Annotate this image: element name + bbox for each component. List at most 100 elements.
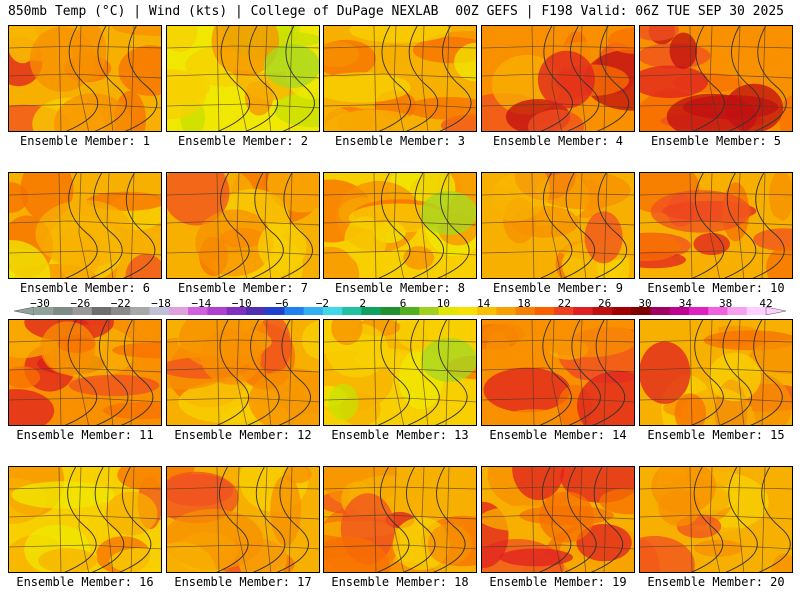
colorbar-tick-label: 30 <box>638 297 652 310</box>
colorbar-tick-label: −6 <box>275 297 289 310</box>
colorbar-right-arrow <box>765 306 787 316</box>
temperature-field <box>640 173 792 278</box>
run-valid-time: 00Z GEFS | F198 Valid: 06Z TUE SEP 30 20… <box>455 4 784 19</box>
ensemble-member-label: Ensemble Member: 16 <box>16 575 154 589</box>
temperature-field <box>324 320 476 425</box>
member-map-panel <box>166 25 320 132</box>
colorbar-swatch <box>265 307 285 315</box>
member-map-panel <box>8 319 162 426</box>
temperature-field <box>324 26 476 131</box>
colorbar-swatch <box>207 307 228 315</box>
colorbar-swatch <box>72 307 93 315</box>
member-map-panel <box>8 172 162 279</box>
colorbar-tick-label: −18 <box>151 297 171 310</box>
colorbar-swatch <box>496 307 517 315</box>
colorbar-swatch <box>342 307 362 315</box>
temperature-field <box>640 467 792 572</box>
ensemble-member-label: Ensemble Member: 6 <box>19 281 151 295</box>
ensemble-member-label: Ensemble Member: 7 <box>177 281 309 295</box>
ensemble-member-label: Ensemble Member: 8 <box>334 281 466 295</box>
temperature-field <box>482 26 634 131</box>
member-map-panel <box>481 172 635 279</box>
colorbar-tick-label: 6 <box>399 297 407 310</box>
colorbar-swatch <box>727 307 748 315</box>
member-map-panel <box>166 319 320 426</box>
colorbar-swatch <box>130 307 151 315</box>
colorbar-swatch <box>708 307 728 315</box>
colorbar-swatch <box>303 307 324 315</box>
colorbar-swatch <box>592 307 613 315</box>
colorbar-swatch <box>400 307 420 315</box>
member-map-panel <box>8 466 162 573</box>
member-map-panel <box>639 172 793 279</box>
colorbar-swatch <box>111 307 131 315</box>
colorbar-tick-label: −26 <box>70 297 91 310</box>
ensemble-member-label: Ensemble Member: 9 <box>492 281 624 295</box>
temperature-field <box>9 26 161 131</box>
member-map-panel <box>639 25 793 132</box>
member-map-panel <box>481 25 635 132</box>
member-map-panel <box>323 466 477 573</box>
ensemble-member-label: Ensemble Member: 18 <box>331 575 469 589</box>
colorbar-swatch <box>573 307 594 315</box>
ensemble-member-label: Ensemble Member: 15 <box>647 428 785 442</box>
colorbar-tick-label: 14 <box>477 297 491 310</box>
colorbar-tick-label: 10 <box>436 297 450 310</box>
colorbar-swatch <box>438 307 459 315</box>
temperature-colorbar <box>13 306 787 316</box>
colorbar-swatch <box>457 307 478 315</box>
colorbar-tick-label: 26 <box>598 297 612 310</box>
map-title: 850mb Temp (°C) | Wind (kts) | College o… <box>8 4 439 19</box>
ensemble-member-label: Ensemble Member: 3 <box>334 134 466 148</box>
temperature-field <box>482 320 634 425</box>
ensemble-member-label: Ensemble Member: 13 <box>331 428 469 442</box>
temperature-field <box>640 320 792 425</box>
temperature-field <box>482 467 634 572</box>
member-map-panel <box>8 25 162 132</box>
ensemble-member-label: Ensemble Member: 17 <box>174 575 312 589</box>
ensemble-member-label: Ensemble Member: 20 <box>647 575 785 589</box>
colorbar-swatch <box>631 307 651 315</box>
colorbar-tick-label: −14 <box>191 297 212 310</box>
colorbar-swatch <box>34 307 54 315</box>
colorbar-swatch <box>650 307 671 315</box>
colorbar-tick-label: 2 <box>359 297 366 310</box>
temperature-field <box>167 173 319 278</box>
colorbar-swatch <box>53 307 74 315</box>
colorbar-swatch <box>669 307 690 315</box>
temperature-field <box>324 467 476 572</box>
colorbar-swatch <box>149 307 170 315</box>
temperature-field <box>482 173 634 278</box>
temperature-field <box>167 467 319 572</box>
member-map-panel <box>481 466 635 573</box>
colorbar-swatch <box>534 307 555 315</box>
colorbar-swatch <box>322 307 343 315</box>
temperature-field <box>9 320 161 425</box>
colorbar-swatch <box>611 307 632 315</box>
colorbar-swatch <box>554 307 574 315</box>
colorbar-tick-label: −10 <box>231 297 252 310</box>
ensemble-member-label: Ensemble Member: 5 <box>650 134 782 148</box>
ensemble-member-label: Ensemble Member: 12 <box>174 428 312 442</box>
member-map-panel <box>323 25 477 132</box>
colorbar-tick-label: 42 <box>759 297 773 310</box>
ensemble-member-label: Ensemble Member: 1 <box>19 134 151 148</box>
colorbar-swatch <box>380 307 401 315</box>
colorbar-swatch <box>688 307 709 315</box>
ensemble-member-label: Ensemble Member: 4 <box>492 134 624 148</box>
colorbar-tick-label: 18 <box>517 297 531 310</box>
member-map-panel <box>323 172 477 279</box>
colorbar-swatch <box>168 307 189 315</box>
temperature-field <box>167 26 319 131</box>
colorbar-swatch <box>746 307 767 315</box>
temperature-field <box>640 26 792 131</box>
colorbar-swatch <box>477 307 497 315</box>
colorbar-swatch <box>91 307 112 315</box>
colorbar-swatch <box>188 307 208 315</box>
member-map-panel <box>323 319 477 426</box>
member-map-panel <box>166 466 320 573</box>
temperature-field <box>9 173 161 278</box>
temperature-field <box>9 467 161 572</box>
colorbar-swatch <box>419 307 440 315</box>
colorbar-swatch <box>226 307 247 315</box>
